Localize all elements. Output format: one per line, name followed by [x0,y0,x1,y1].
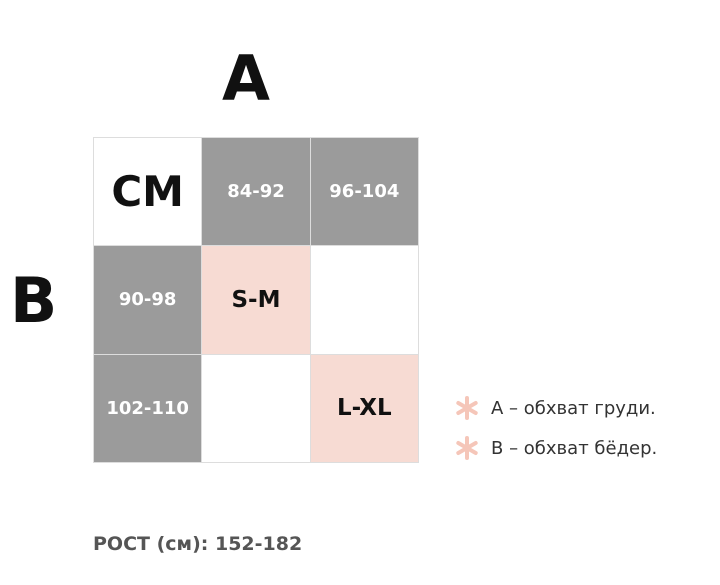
table-cell: СМ [94,138,203,247]
table-cell [310,246,419,355]
heading-b: B [10,264,58,337]
table-cell: S-M [202,246,311,355]
legend-item: В – обхват бёдер. [455,436,657,460]
table-cell: 84-92 [202,138,311,247]
table-cell: 90-98 [94,246,203,355]
heading-a: A [222,42,270,115]
table-cell: 96-104 [310,138,419,247]
legend-item: А – обхват груди. [455,396,656,420]
asterisk-icon [456,396,478,420]
table-cell [202,354,311,463]
size-table: СМ 84-92 96-104 90-98 S-M 102-110 L-XL [93,137,419,463]
table-cell: 102-110 [94,354,203,463]
table-cell: L-XL [310,354,419,463]
footer-text: РОСТ (см): 152-182 [93,533,303,555]
legend-text: В – обхват бёдер. [491,437,658,459]
asterisk-icon [456,436,478,460]
legend-text: А – обхват груди. [491,397,656,419]
